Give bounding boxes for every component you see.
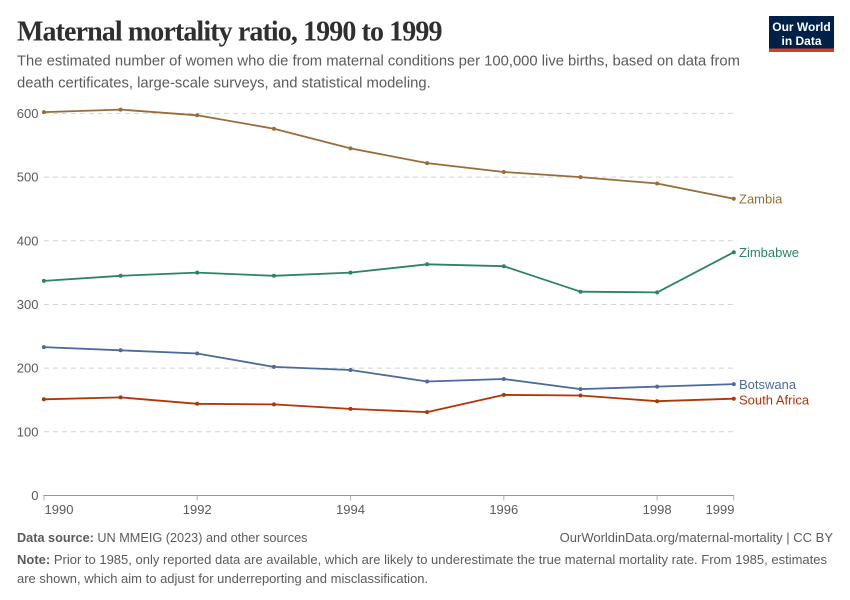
svg-text:0: 0 [31, 488, 38, 503]
svg-text:Zimbabwe: Zimbabwe [739, 245, 799, 260]
svg-text:1998: 1998 [643, 502, 672, 517]
svg-text:The estimated number of women: The estimated number of women who die fr… [17, 53, 740, 69]
svg-text:death certificates, large-scal: death certificates, large-scale surveys,… [17, 75, 431, 91]
svg-text:Maternal mortality ratio, 1990: Maternal mortality ratio, 1990 to 1999 [17, 17, 442, 48]
svg-text:Botswana: Botswana [739, 377, 797, 392]
svg-text:South Africa: South Africa [739, 393, 810, 408]
svg-text:200: 200 [17, 361, 39, 376]
svg-text:500: 500 [17, 170, 39, 185]
svg-text:600: 600 [17, 106, 39, 121]
svg-text:1992: 1992 [183, 502, 212, 517]
svg-text:100: 100 [17, 424, 39, 439]
svg-text:in Data: in Data [781, 34, 821, 48]
svg-text:1990: 1990 [45, 502, 74, 517]
svg-text:400: 400 [17, 233, 39, 248]
svg-text:Our World: Our World [772, 20, 830, 34]
svg-text:1999: 1999 [706, 502, 735, 517]
svg-text:300: 300 [17, 297, 39, 312]
svg-text:1994: 1994 [336, 502, 365, 517]
svg-text:Note: Prior to 1985, only repo: Note: Prior to 1985, only reported data … [17, 552, 827, 567]
svg-text:Data source: UN MMEIG (2023) a: Data source: UN MMEIG (2023) and other s… [17, 531, 308, 545]
svg-text:OurWorldinData.org/maternal-mo: OurWorldinData.org/maternal-mortality | … [560, 530, 834, 545]
svg-text:1996: 1996 [489, 502, 518, 517]
svg-text:Zambia: Zambia [739, 192, 783, 207]
svg-text:are shown, which aim to adjust: are shown, which aim to adjust for under… [17, 571, 428, 586]
